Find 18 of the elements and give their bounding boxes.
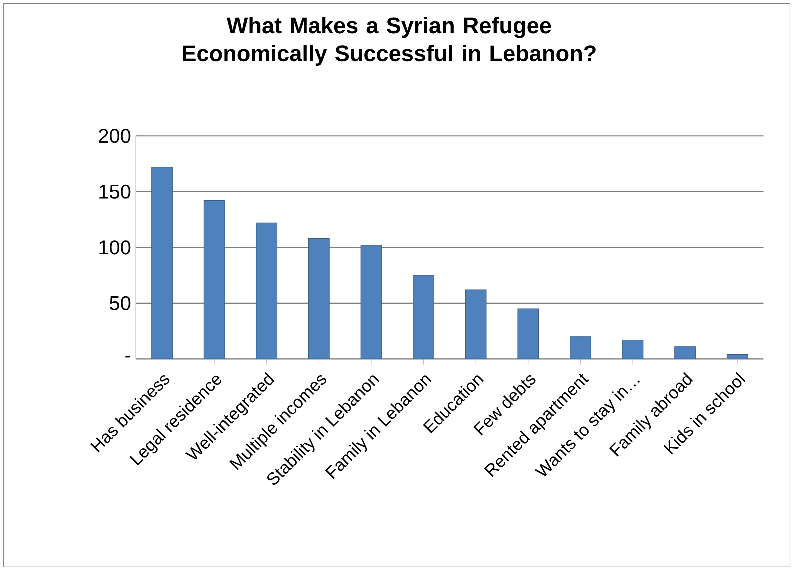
bar (622, 340, 644, 360)
y-tick-label: 200 (99, 129, 131, 144)
bar (726, 354, 748, 360)
chart-title: What Makes a Syrian Refugee Economically Successful in Lebanon? (183, 17, 596, 66)
bar (360, 245, 382, 360)
bar (152, 167, 173, 360)
bar (256, 222, 278, 360)
y-tick-label: 150 (100, 184, 131, 199)
bar (570, 336, 592, 360)
y-tick-label: - (126, 356, 131, 358)
bar (204, 200, 226, 360)
bar (674, 346, 696, 360)
y-tick-label: 50 (110, 296, 131, 311)
bar (308, 238, 330, 360)
y-tick-label: 100 (100, 240, 131, 255)
bar (465, 290, 487, 360)
bar (413, 275, 434, 360)
bar (518, 308, 540, 360)
